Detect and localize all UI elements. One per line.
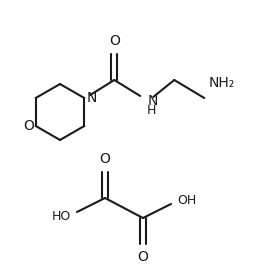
Text: HO: HO <box>52 209 71 222</box>
Text: H: H <box>147 103 157 117</box>
Text: O: O <box>99 152 110 166</box>
Text: N: N <box>147 94 158 108</box>
Text: O: O <box>109 34 120 48</box>
Text: OH: OH <box>177 194 196 206</box>
Text: O: O <box>23 119 34 133</box>
Text: N: N <box>86 91 97 105</box>
Text: O: O <box>138 250 149 264</box>
Text: NH₂: NH₂ <box>208 76 235 90</box>
